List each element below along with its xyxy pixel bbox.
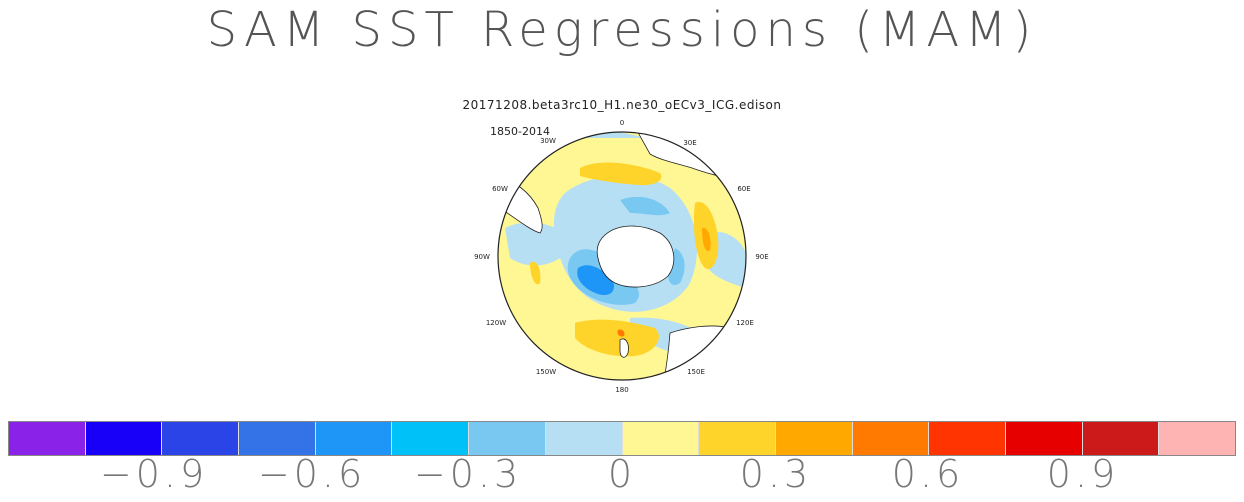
colorbar-label-0-9: 0.9 <box>1046 452 1120 496</box>
colorbar-swatch <box>775 422 853 455</box>
colorbar-swatch <box>929 422 1006 455</box>
polar-map: 0 30E 60E 90E 120E 150E 180 150W 120W 90… <box>470 118 770 398</box>
colorbar <box>8 421 1236 456</box>
field-deepblue-core <box>577 265 615 296</box>
field-orange-north <box>580 162 662 186</box>
colorbar-swatch <box>162 422 240 455</box>
lon-label-90w: 90W <box>474 253 490 261</box>
lon-label-120w: 120W <box>486 319 506 327</box>
lon-label-150e: 150E <box>687 368 705 376</box>
colorbar-swatch <box>1082 422 1160 455</box>
colorbar-swatch <box>315 422 393 455</box>
map-field <box>498 132 746 380</box>
colorbar-swatch <box>469 422 546 455</box>
lon-label-0: 0 <box>620 119 624 127</box>
field-medblue-2 <box>620 196 670 216</box>
lon-label-180: 180 <box>615 386 628 394</box>
lon-label-30e: 30E <box>683 139 696 147</box>
lon-label-60e: 60E <box>737 185 750 193</box>
polar-map-svg: 0 30E 60E 90E 120E 150E 180 150W 120W 90… <box>474 119 769 394</box>
colorbar-swatch <box>1159 422 1235 455</box>
lon-label-30w: 30W <box>540 137 556 145</box>
colorbar-swatch <box>622 422 700 455</box>
colorbar-label-0-3: 0.3 <box>739 452 813 496</box>
lon-label-120e: 120E <box>736 319 754 327</box>
field-orange-south <box>575 319 659 357</box>
colorbar-swatch <box>9 422 86 455</box>
land-australia <box>659 325 746 380</box>
lon-label-60w: 60W <box>492 185 508 193</box>
period-label: 1850-2014 <box>490 125 550 138</box>
figure-subtitle: 20171208.beta3rc10_H1.ne30_oECv3_ICG.edi… <box>462 98 782 112</box>
colorbar-label-0-6: 0.6 <box>891 452 965 496</box>
colorbar-swatch <box>239 422 316 455</box>
colorbar-swatch <box>852 422 930 455</box>
field-red-spot <box>617 329 625 337</box>
map-border <box>497 131 747 381</box>
colorbar-label-neg-0-3: −0.3 <box>413 452 523 496</box>
figure-title: SAM SST Regressions (MAM) <box>206 2 1038 58</box>
land-antarctica <box>596 225 675 288</box>
colorbar-label-neg-0-9: −0.9 <box>99 452 209 496</box>
colorbar-swatch <box>1005 422 1083 455</box>
colorbar-label-zero: 0 <box>607 452 637 496</box>
lon-label-150w: 150W <box>536 368 556 376</box>
colorbar-label-neg-0-6: −0.6 <box>257 452 367 496</box>
field-orange-west <box>530 261 541 285</box>
colorbar-swatch <box>85 422 163 455</box>
land-new-zealand <box>619 338 629 358</box>
colorbar-swatch <box>392 422 470 455</box>
field-darkorange-east <box>702 227 711 252</box>
field-blue-west <box>505 222 565 266</box>
colorbar-swatch <box>699 422 776 455</box>
colorbar-labels: −0.9 −0.6 −0.3 0 0.3 0.6 0.9 <box>8 452 1236 502</box>
colorbar-swatch <box>545 422 623 455</box>
lon-label-90e: 90E <box>755 253 768 261</box>
